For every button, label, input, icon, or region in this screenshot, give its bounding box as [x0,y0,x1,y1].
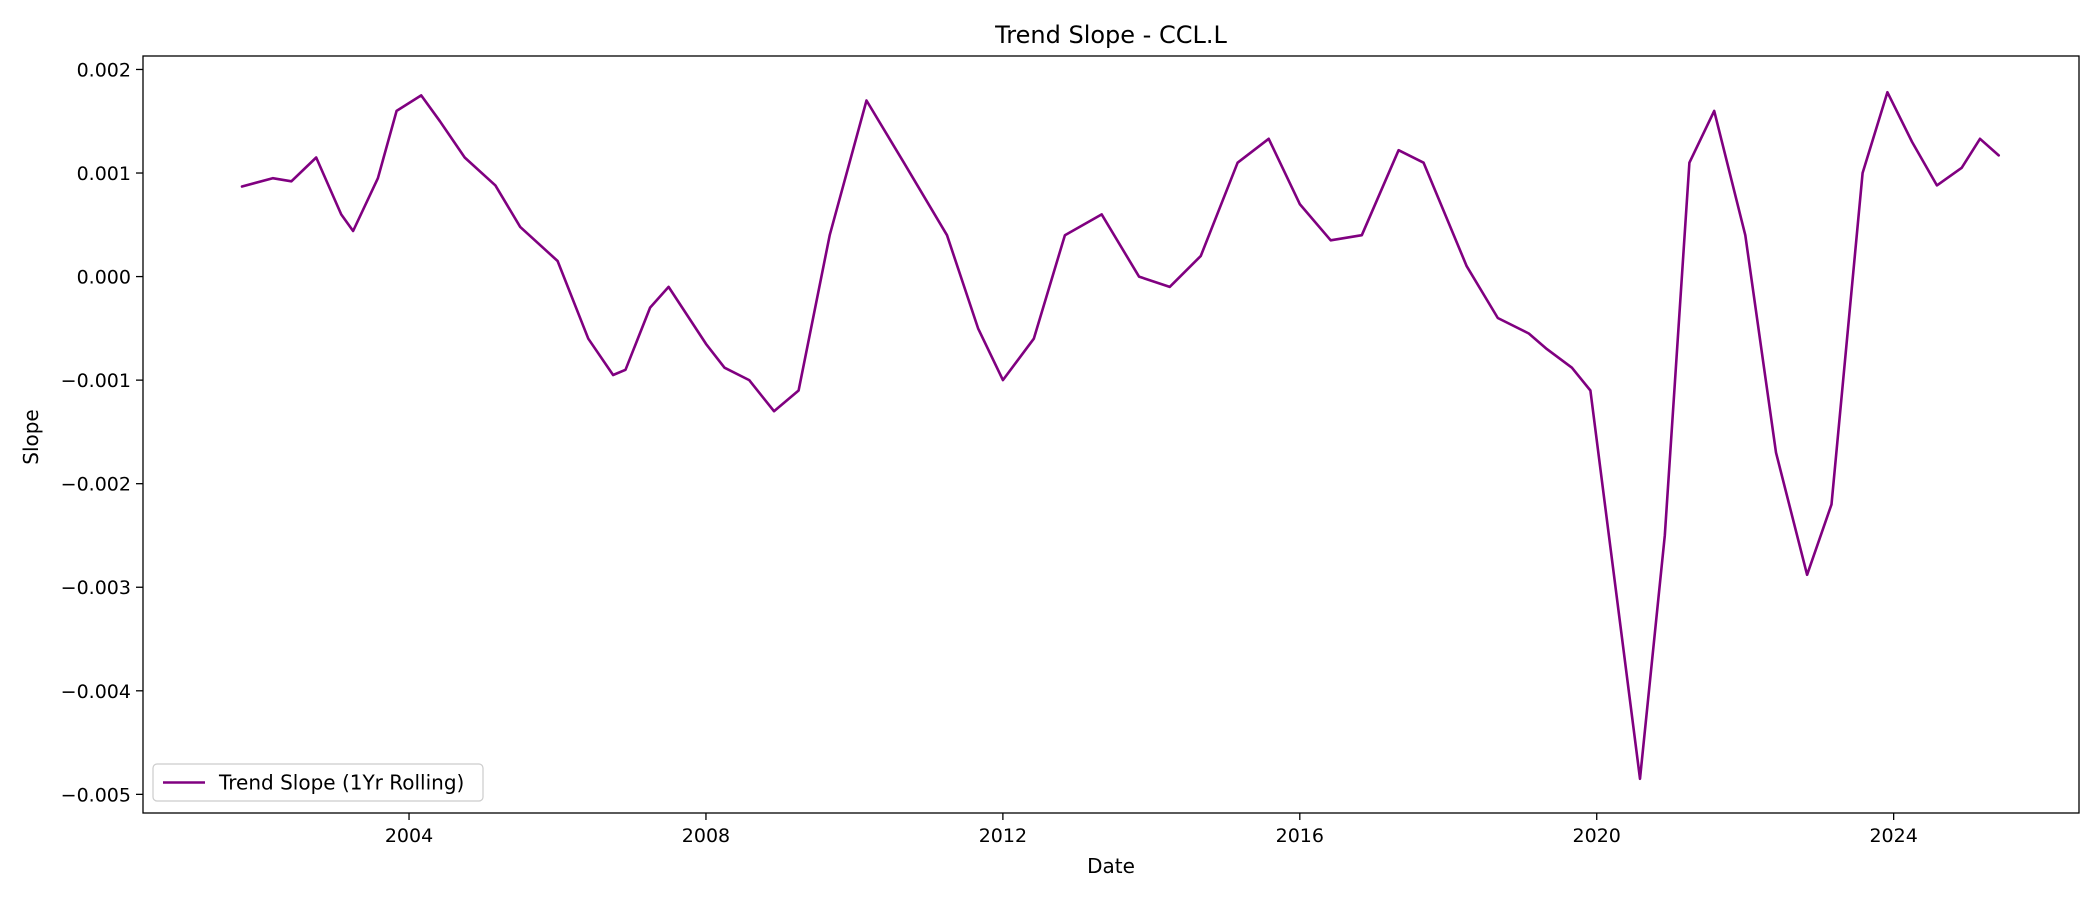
x-axis-label: Date [1087,854,1135,878]
y-tick-label: −0.001 [61,370,131,392]
axes-frame [142,55,2080,814]
chart-title: Trend Slope - CCL.L [994,21,1227,49]
x-tick-label: 2020 [1573,825,1621,847]
y-axis-label: Slope [19,409,43,465]
y-tick-label: 0.001 [77,163,131,185]
y-tick-label: −0.002 [61,474,131,496]
legend-box [152,763,484,802]
y-tick-label: −0.004 [61,681,131,703]
x-tick-label: 2012 [979,825,1027,847]
y-tick-label: 0.002 [77,59,131,81]
legend-label: Trend Slope (1Yr Rolling) [218,771,464,795]
x-tick-label: 2004 [385,825,433,847]
plot-area [142,55,2080,814]
y-axis: 0.002 0.001 0.000 −0.001 −0.002 −0.003 −0.004 −… [61,59,143,806]
x-tick-label: 2016 [1276,825,1324,847]
y-tick-label: −0.005 [61,784,131,806]
x-tick-label: 2008 [682,825,730,847]
series-line-0 [240,90,2000,781]
x-tick-label: 2024 [1869,825,1917,847]
x-axis: 2004 2008 2012 2016 2020 2024 [385,813,1918,847]
y-tick-label: −0.003 [61,577,131,599]
y-tick-label: 0.000 [77,267,131,289]
legend: Trend Slope (1Yr Rolling) [152,763,484,802]
